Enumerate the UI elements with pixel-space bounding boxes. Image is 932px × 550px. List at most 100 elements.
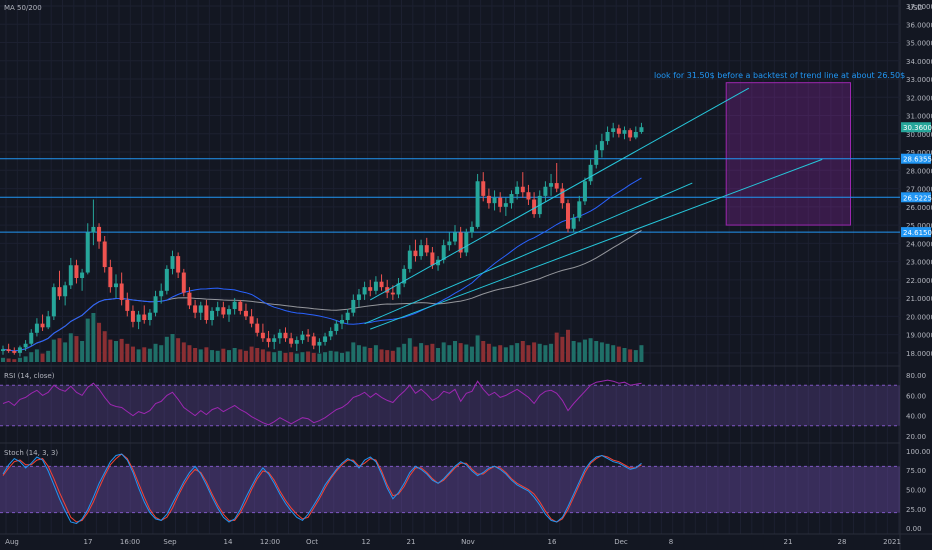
candle-body[interactable] [17,347,22,353]
candle-body[interactable] [232,301,237,310]
candle-body[interactable] [181,272,186,293]
candle-body[interactable] [176,256,181,273]
candle-body[interactable] [520,186,525,193]
candle-body[interactable] [215,307,220,311]
target-box[interactable] [725,82,852,226]
candle-body[interactable] [402,268,407,284]
candle-body[interactable] [311,336,316,346]
candle-body[interactable] [498,197,503,207]
candle-body[interactable] [40,323,45,328]
candle-body[interactable] [396,283,401,295]
candle-body[interactable] [345,312,350,321]
candle-body[interactable] [204,305,209,321]
candle-body[interactable] [588,164,593,182]
candle-body[interactable] [469,226,474,233]
candle-body[interactable] [289,338,294,344]
candle-body[interactable] [46,316,51,328]
candle-body[interactable] [294,340,299,344]
candle-body[interactable] [57,287,62,297]
candle-body[interactable] [227,309,231,315]
price-pane[interactable] [0,82,900,362]
candle-body[interactable] [272,338,277,342]
candle-body[interactable] [424,245,429,253]
candle-body[interactable] [368,287,373,291]
candle-body[interactable] [611,128,616,132]
candle-body[interactable] [340,320,344,324]
candle-body[interactable] [577,201,582,218]
candle-body[interactable] [198,305,203,313]
candle-body[interactable] [238,301,243,311]
candle-body[interactable] [63,285,68,297]
candle-body[interactable] [74,265,79,279]
candle-body[interactable] [147,312,152,321]
candle-body[interactable] [1,349,5,352]
candle-body[interactable] [560,188,565,204]
candle-body[interactable] [390,292,395,295]
candle-body[interactable] [210,310,215,321]
candle-body[interactable] [503,203,508,207]
candle-body[interactable] [328,330,333,337]
trade-annotation[interactable]: look for 31.50$ before a backtest of tre… [654,71,906,80]
candle-body[interactable] [616,128,621,134]
candle-body[interactable] [633,131,638,138]
candle-body[interactable] [571,217,576,229]
candle-body[interactable] [492,197,497,204]
candle-body[interactable] [153,296,158,313]
candle-body[interactable] [68,265,73,286]
candle-body[interactable] [51,287,56,317]
candle-body[interactable] [97,226,102,242]
candle-body[interactable] [351,299,356,313]
trend-line[interactable] [364,182,693,325]
candle-body[interactable] [430,252,435,266]
candle-body[interactable] [114,283,118,288]
rsi-pane[interactable] [0,379,900,427]
candle-body[interactable] [554,183,559,189]
rsi-pane-title[interactable]: RSI (14, close) [4,372,55,380]
candle-body[interactable] [334,323,339,331]
candle-body[interactable] [639,127,644,132]
price-pane-title[interactable]: MA 50/200 [4,4,42,12]
candle-body[interactable] [221,307,226,315]
candle-body[interactable] [379,281,384,288]
candle-body[interactable] [159,290,164,297]
candle-body[interactable] [119,283,124,300]
candle-body[interactable] [323,336,328,342]
candle-body[interactable] [475,181,480,227]
candle-body[interactable] [283,332,288,339]
candle-body[interactable] [622,130,627,134]
candle-body[interactable] [605,131,610,142]
candle-body[interactable] [23,343,28,348]
candle-body[interactable] [582,181,587,202]
candle-body[interactable] [306,334,311,337]
candle-body[interactable] [136,314,141,322]
candle-body[interactable] [85,232,90,273]
candle-body[interactable] [543,186,548,196]
candle-body[interactable] [255,323,260,333]
candle-body[interactable] [453,232,457,242]
candle-body[interactable] [481,181,486,196]
candle-body[interactable] [599,141,604,151]
candle-body[interactable] [142,314,147,321]
candle-body[interactable] [566,203,570,229]
candle-body[interactable] [509,194,514,204]
candle-body[interactable] [80,272,85,279]
candle-body[interactable] [170,256,175,269]
candle-body[interactable] [458,232,463,253]
candle-body[interactable] [249,316,254,324]
candle-body[interactable] [12,351,17,353]
candle-body[interactable] [164,268,169,291]
candle-body[interactable] [526,192,531,200]
candle-body[interactable] [193,305,198,313]
candle-body[interactable] [356,294,361,300]
candle-body[interactable] [441,245,446,260]
candle-body[interactable] [486,195,491,204]
candle-body[interactable] [29,332,34,344]
candle-body[interactable] [243,310,248,317]
candle-body[interactable] [628,130,633,138]
candle-body[interactable] [125,299,130,311]
candle-body[interactable] [419,245,424,257]
candle-body[interactable] [317,341,322,346]
candle-body[interactable] [187,292,192,306]
stoch-pane[interactable] [0,453,900,525]
